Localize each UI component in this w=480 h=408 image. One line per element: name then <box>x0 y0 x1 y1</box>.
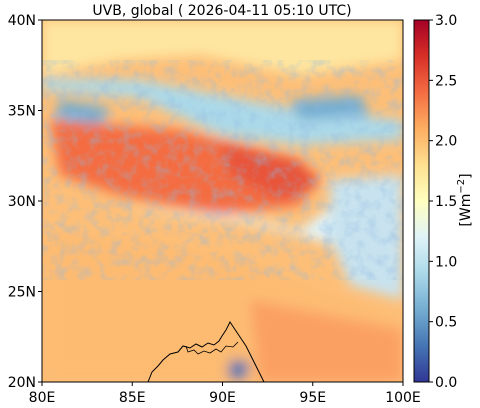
x-tick-label: 95E <box>299 390 326 406</box>
y-tick-label: 20N <box>8 375 36 391</box>
uvb-field-texture <box>42 60 403 280</box>
colorbar-ticks: 0.0 0.5 1.0 1.5 2.0 2.5 3.0 <box>429 13 457 391</box>
colorbar-tick-label: 1.5 <box>435 194 457 210</box>
map-title: UVB, global ( 2026-04-11 05:10 UTC) <box>92 3 351 19</box>
coastline-detail <box>185 341 239 355</box>
x-tick-label: 85E <box>119 390 146 406</box>
colorbar <box>413 19 430 383</box>
x-axis-ticks: 80E 85E 90E 95E 100E <box>29 382 421 406</box>
y-axis-ticks: 20N 25N 30N 35N 40N <box>8 13 42 391</box>
x-tick-label: 90E <box>209 390 236 406</box>
y-tick-label: 30N <box>8 194 36 210</box>
y-tick-label: 25N <box>8 285 36 301</box>
colorbar-tick-label: 1.0 <box>435 254 457 270</box>
colorbar-label: [Wm−2] <box>456 173 474 226</box>
map-plot-area <box>42 20 403 382</box>
colorbar-tick-label: 2.0 <box>435 134 457 150</box>
x-tick-label: 100E <box>385 390 421 406</box>
y-tick-label: 35N <box>8 104 36 120</box>
x-tick-label: 80E <box>29 390 56 406</box>
coastline <box>147 321 265 382</box>
colorbar-tick-label: 3.0 <box>435 13 457 29</box>
y-tick-label: 40N <box>8 13 36 29</box>
colorbar-tick-label: 2.5 <box>435 73 457 89</box>
colorbar-tick-label: 0.5 <box>435 315 457 331</box>
colorbar-tick-label: 0.0 <box>435 375 457 391</box>
